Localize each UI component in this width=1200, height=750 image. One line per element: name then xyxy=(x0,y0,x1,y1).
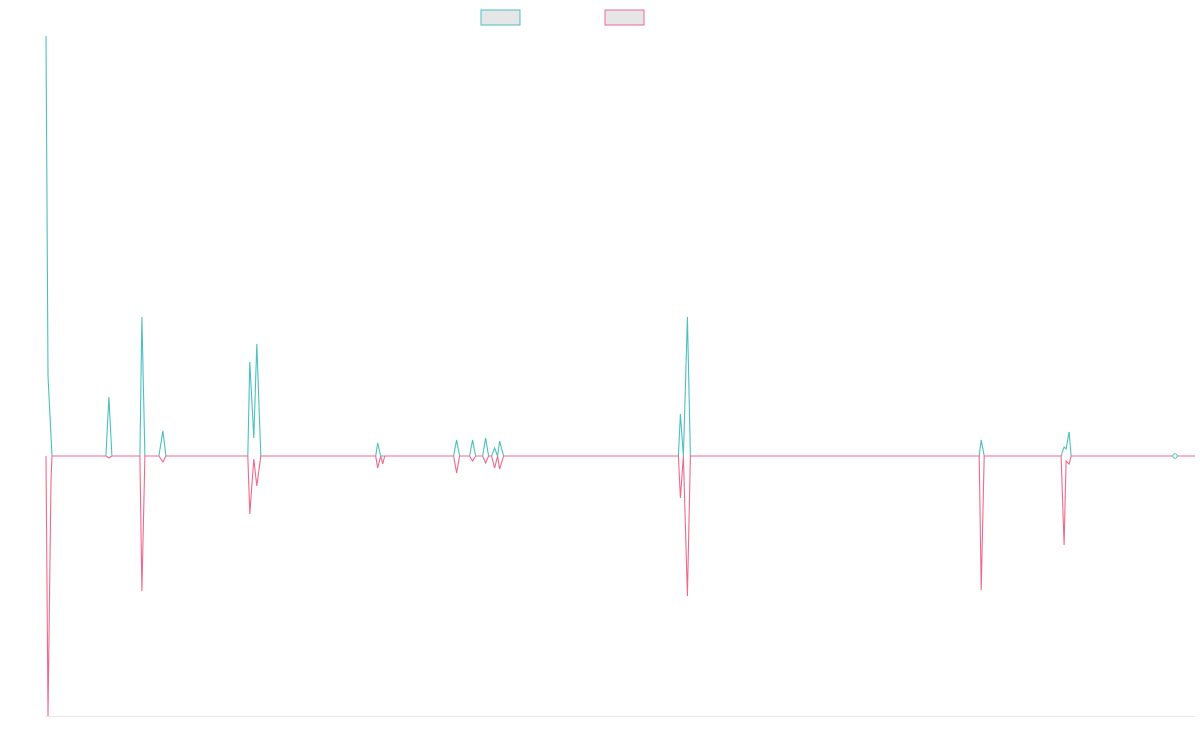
series-layer xyxy=(45,35,1195,717)
series-line-2 xyxy=(45,455,1195,717)
series-line-1 xyxy=(45,35,1195,457)
legend xyxy=(480,9,645,26)
legend-swatch-2[interactable] xyxy=(604,9,645,26)
plot-area xyxy=(45,35,1195,717)
legend-swatch-1[interactable] xyxy=(480,9,521,26)
series-point-marker xyxy=(1172,453,1178,459)
